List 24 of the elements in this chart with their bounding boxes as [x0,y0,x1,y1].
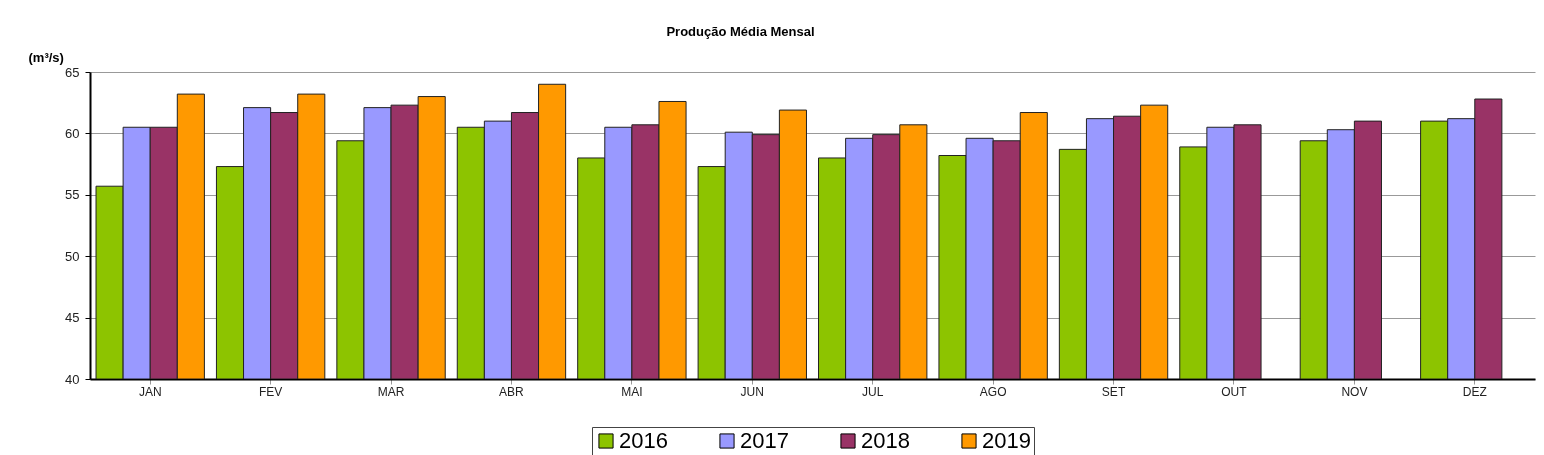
x-tick-label: MAI [621,384,643,399]
x-tick-label: NOV [1341,384,1368,399]
x-tick-label: JUN [740,384,764,399]
x-tick-label: FEV [258,384,283,399]
x-tick-label: ABR [499,384,525,399]
y-tick-label: 45 [65,310,80,326]
x-tick-label: JAN [138,384,162,399]
x-tick-label: DEZ [1462,384,1487,399]
y-tick-label: 65 [65,64,80,80]
legend-label: 2016 [619,428,668,453]
x-tick-label: MAR [377,384,405,399]
legend-label: 2017 [740,428,789,453]
y-tick-label: 55 [65,187,80,203]
chart-title: Produção Média Mensal [666,24,815,39]
legend-label: 2018 [861,428,910,453]
x-tick-label: JUL [862,384,884,399]
y-tick-label: 50 [65,248,80,264]
y-tick-label: 60 [65,125,80,141]
x-tick-label: SET [1101,384,1126,399]
y-axis-title: (m³/s) [28,49,64,65]
x-tick-label: OUT [1221,384,1248,399]
legend-label: 2019 [982,428,1031,453]
x-tick-label: AGO [979,384,1007,399]
y-tick-label: 40 [65,371,80,387]
